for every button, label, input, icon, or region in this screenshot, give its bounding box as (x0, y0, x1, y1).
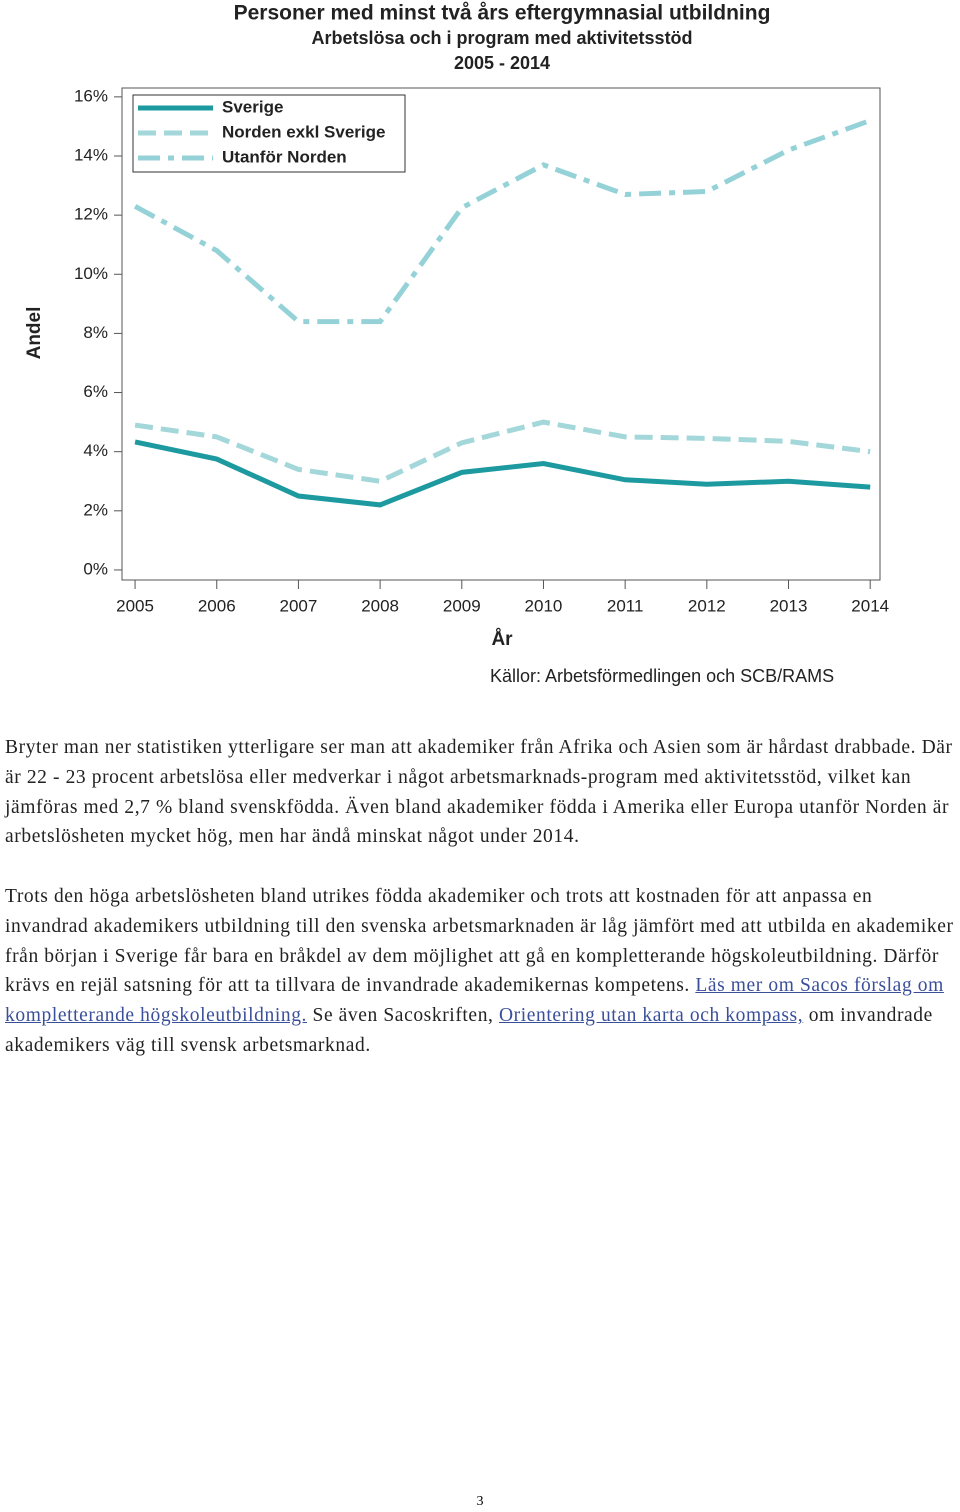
x-tick-label: 2014 (851, 596, 889, 615)
series-line (133, 118, 872, 325)
y-tick-label: 6% (83, 382, 108, 401)
y-tick-label: 16% (74, 86, 108, 105)
x-tick-label: 2013 (770, 596, 808, 615)
chart-title: Personer med minst två års eftergymnasia… (234, 2, 771, 25)
source-note: Källor: Arbetsförmedlingen och SCB/RAMS (490, 666, 834, 686)
paragraph: Bryter man ner statistiken ytterligare s… (5, 737, 953, 848)
y-tick-label: 14% (74, 145, 108, 164)
y-tick-label: 8% (83, 323, 108, 342)
y-tick-label: 2% (83, 500, 108, 519)
x-tick-label: 2009 (443, 596, 481, 615)
y-tick-label: 12% (74, 205, 108, 224)
series-line (134, 419, 871, 484)
chart-subtitle: Arbetslösa och i program med aktivitetss… (311, 28, 692, 48)
text-run: om invandrade akademikers väg till svens… (5, 1005, 933, 1056)
legend-label: Norden exkl Sverige (222, 122, 385, 141)
legend-label: Sverige (222, 97, 283, 116)
y-tick-label: 10% (74, 264, 108, 283)
text-run: Trots den höga arbetslösheten bland utri… (5, 885, 954, 997)
page-number: 3 (476, 1494, 484, 1509)
x-tick-label: 2008 (361, 596, 399, 615)
plot-frame (121, 87, 881, 581)
x-tick-label: 2010 (525, 596, 563, 615)
x-tick-label: 2006 (198, 596, 236, 615)
legend-label: Utanför Norden (222, 147, 347, 166)
document-body: Bryter man ner statistiken ytterligare s… (5, 733, 957, 1091)
chart: Personer med minst två års eftergymnasia… (24, 2, 889, 686)
x-axis-label: År (491, 629, 513, 650)
link[interactable]: Läs mer om Sacos förslag om kompletteran… (5, 975, 944, 1027)
y-tick-label: 0% (83, 559, 108, 578)
paragraph: Trots den höga arbetslösheten bland utri… (5, 882, 957, 1061)
text-run: Se även Sacoskriften, (307, 1005, 499, 1027)
y-tick-label: 4% (83, 441, 108, 460)
x-tick-label: 2005 (116, 596, 154, 615)
x-tick-label: 2007 (280, 596, 318, 615)
x-tick-label: 2011 (607, 596, 644, 615)
link[interactable]: Orientering utan karta och kompass, (499, 1005, 804, 1027)
series-line (134, 439, 871, 508)
chart-period: 2005 - 2014 (454, 53, 550, 73)
y-axis-label: Andel (24, 307, 45, 360)
x-tick-label: 2012 (688, 596, 726, 615)
